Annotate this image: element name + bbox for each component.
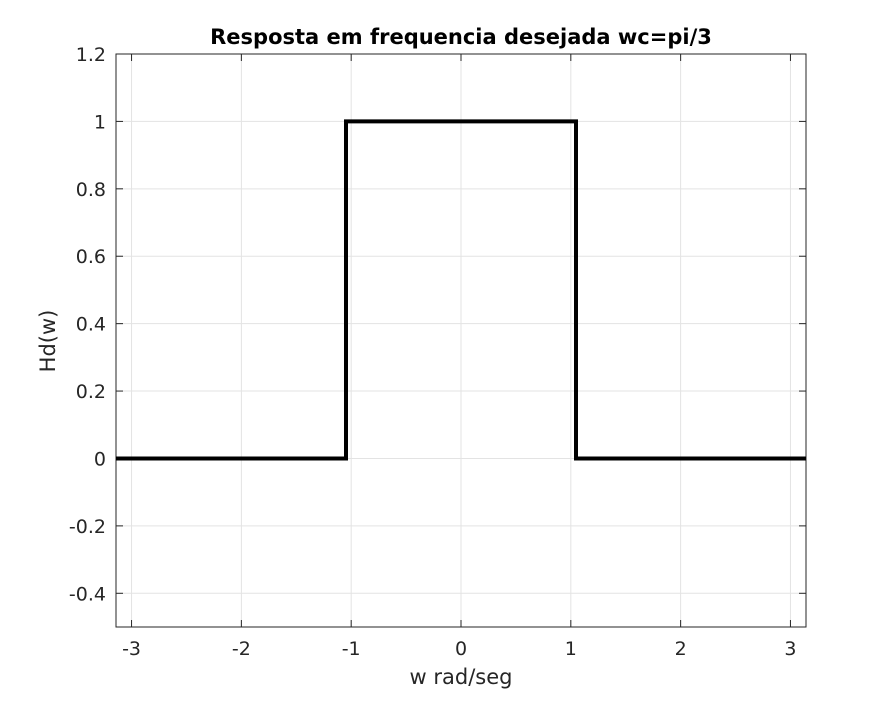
x-tick-label: 0	[455, 638, 467, 660]
x-tick-label: -2	[232, 638, 251, 660]
y-tick-label: 1	[94, 111, 106, 133]
y-tick-label: -0.2	[69, 516, 106, 538]
series-line	[116, 119, 806, 461]
series-layer	[116, 119, 806, 461]
y-tick-label: -0.4	[69, 583, 106, 605]
y-tick-label: 0.4	[76, 314, 106, 336]
x-tick-label: -1	[342, 638, 361, 660]
y-axis-ticks: -0.4 -0.2 0 0.2 0.4 0.6 0.8 1 1.2	[69, 44, 806, 605]
chart-title: Resposta em frequencia desejada wc=pi/3	[210, 25, 712, 49]
y-tick-label: 0.2	[76, 381, 106, 403]
x-tick-label: 2	[675, 638, 687, 660]
y-axis-label: Hd(w)	[36, 310, 60, 373]
grid	[116, 53, 806, 627]
x-axis-label: w rad/seg	[410, 665, 513, 689]
y-tick-label: 1.2	[76, 44, 106, 66]
x-axis-ticks: -3 -2 -1 0 1 2 3	[122, 54, 796, 660]
x-tick-label: -3	[122, 638, 141, 660]
y-tick-label: 0.6	[76, 246, 106, 268]
x-tick-label: 1	[565, 638, 577, 660]
y-tick-label: 0.8	[76, 179, 106, 201]
x-tick-label: 3	[784, 638, 796, 660]
y-tick-label: 0	[94, 448, 106, 470]
